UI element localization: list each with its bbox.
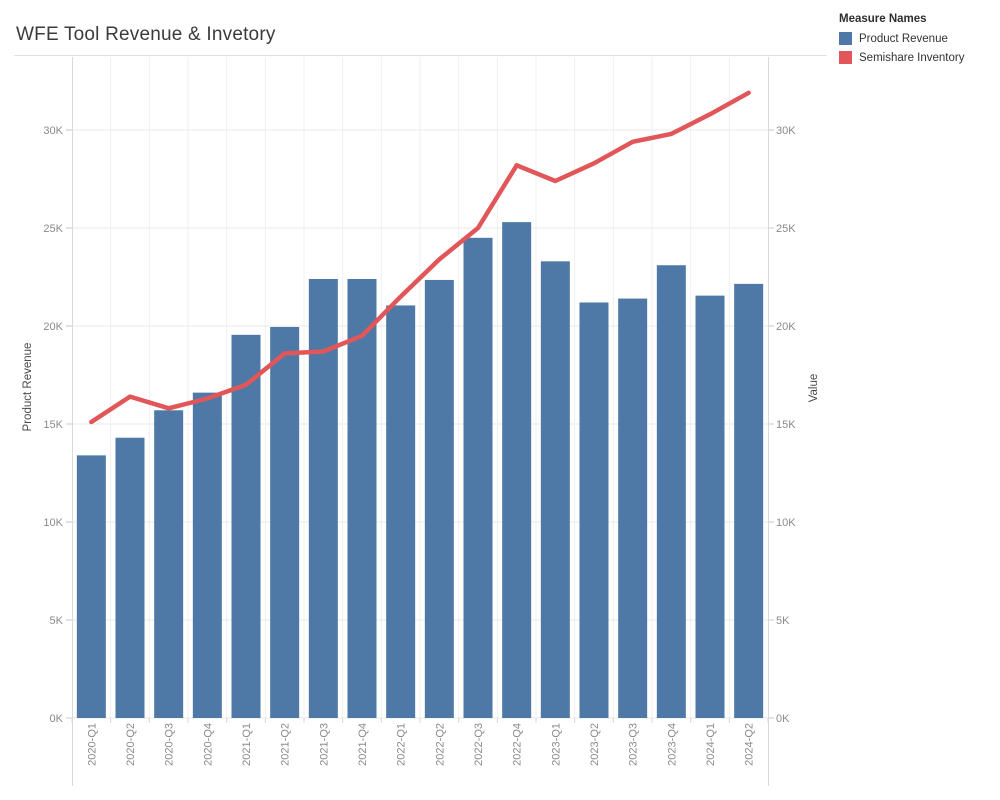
right-axis-tick-label: 0K xyxy=(776,713,790,725)
left-axis-tick-label: 5K xyxy=(50,615,64,627)
bar-2021-Q1[interactable] xyxy=(231,334,261,718)
bar-2022-Q3[interactable] xyxy=(463,237,493,719)
x-axis-label-2022-Q2: 2022-Q2 xyxy=(434,723,446,766)
bar-2020-Q2[interactable] xyxy=(115,437,145,718)
right-axis-tick-label: 25K xyxy=(776,223,796,235)
right-axis-tick-label: 5K xyxy=(776,615,790,627)
bar-2020-Q1[interactable] xyxy=(76,455,106,718)
legend-item-label: Semishare Inventory xyxy=(859,51,965,64)
left-axis-title: Product Revenue xyxy=(22,343,34,432)
header-divider xyxy=(14,55,827,56)
x-axis-label-2024-Q2: 2024-Q2 xyxy=(744,723,756,766)
bar-2020-Q4[interactable] xyxy=(192,392,222,718)
x-axis-label-2021-Q3: 2021-Q3 xyxy=(318,723,330,766)
bar-2024-Q2[interactable] xyxy=(734,283,764,718)
legend-item-product-revenue[interactable]: Product Revenue xyxy=(839,32,997,45)
bar-2021-Q4[interactable] xyxy=(347,278,377,718)
bar-2022-Q4[interactable] xyxy=(502,222,532,718)
right-axis-tick-label: 10K xyxy=(776,517,796,529)
right-axis-tick-label: 30K xyxy=(776,125,796,137)
left-axis-tick-label: 15K xyxy=(43,419,63,431)
legend-title: Measure Names xyxy=(839,13,927,25)
left-axis-tick-label: 25K xyxy=(43,223,63,235)
bar-2020-Q3[interactable] xyxy=(154,410,184,718)
x-axis-label-2024-Q1: 2024-Q1 xyxy=(705,723,717,766)
x-axis-label-2023-Q1: 2023-Q1 xyxy=(550,723,562,766)
left-axis-tick-label: 0K xyxy=(50,713,64,725)
x-axis-label-2023-Q3: 2023-Q3 xyxy=(628,723,640,766)
bar-2023-Q4[interactable] xyxy=(656,265,686,718)
x-axis-label-2020-Q1: 2020-Q1 xyxy=(86,723,98,766)
chart-title: WFE Tool Revenue & Invetory xyxy=(16,24,276,45)
bar-2021-Q2[interactable] xyxy=(270,326,300,718)
bar-2021-Q3[interactable] xyxy=(308,278,338,718)
bar-2022-Q2[interactable] xyxy=(424,279,454,718)
left-axis-tick-label: 10K xyxy=(43,517,63,529)
x-axis-label-2021-Q4: 2021-Q4 xyxy=(357,723,369,766)
x-axis-label-2023-Q2: 2023-Q2 xyxy=(589,723,601,766)
x-axis-label-2022-Q1: 2022-Q1 xyxy=(396,723,408,766)
legend-item-label: Product Revenue xyxy=(859,32,948,45)
x-axis-label-2020-Q4: 2020-Q4 xyxy=(202,723,214,766)
legend: Measure Names Product Revenue Semishare I… xyxy=(839,13,997,70)
semishare-inventory-line[interactable] xyxy=(89,90,751,425)
right-axis-title: Value xyxy=(808,374,820,403)
x-axis-label-2020-Q2: 2020-Q2 xyxy=(125,723,137,766)
right-axis-tick-label: 15K xyxy=(776,419,796,431)
x-axis-label-2020-Q3: 2020-Q3 xyxy=(164,723,176,766)
legend-items: Product Revenue Semishare Inventory xyxy=(839,32,997,64)
bar-2023-Q1[interactable] xyxy=(540,261,570,718)
left-axis-tick-label: 20K xyxy=(43,321,63,333)
semishare-inventory-swatch-icon xyxy=(839,51,852,64)
legend-item-semishare-inventory[interactable]: Semishare Inventory xyxy=(839,51,997,64)
bar-2023-Q2[interactable] xyxy=(579,302,609,718)
bar-2024-Q1[interactable] xyxy=(695,295,725,718)
bar-2022-Q1[interactable] xyxy=(386,305,416,718)
bar-2023-Q3[interactable] xyxy=(618,298,648,718)
x-axis-label-2022-Q3: 2022-Q3 xyxy=(473,723,485,766)
x-axis-label-2021-Q1: 2021-Q1 xyxy=(241,723,253,766)
product-revenue-swatch-icon xyxy=(839,32,852,45)
right-axis-tick-label: 20K xyxy=(776,321,796,333)
x-axis-label-2023-Q4: 2023-Q4 xyxy=(666,723,678,766)
left-axis-tick-label: 30K xyxy=(43,125,63,137)
x-axis-label-2021-Q2: 2021-Q2 xyxy=(280,723,292,766)
x-axis-label-2022-Q4: 2022-Q4 xyxy=(512,723,524,766)
